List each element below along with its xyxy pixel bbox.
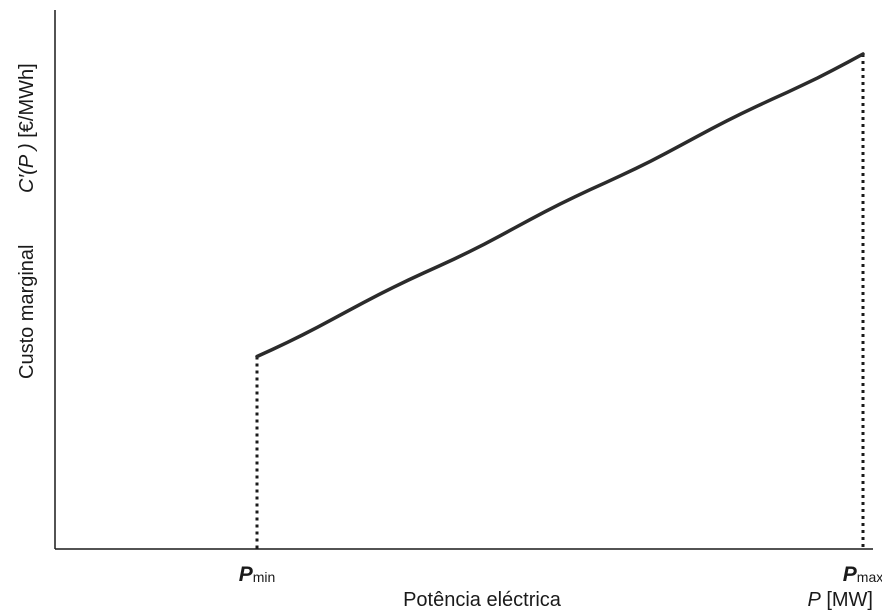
tick-label-pmin: Pmin [239,563,276,586]
y-axis-unit-label: [€/MWh] [16,63,38,143]
x-axis-title: Potência eléctrica [403,589,562,610]
tick-pmax-sub: max [857,569,882,585]
tick-pmin-sub: min [253,569,276,585]
x-axis-unit-label: [MW] [821,589,873,610]
x-axis-unit: P [MW] [807,589,873,610]
x-axis-unit-symbol: P [807,589,821,610]
tick-label-pmax: Pmax [843,563,882,586]
marginal-cost-line [255,52,865,359]
tick-pmin-main: P [239,563,254,586]
tick-pmax-main: P [843,563,858,586]
y-axis-unit-symbol: C′(P ) [16,143,38,193]
y-axis-title: Custo marginal [16,244,38,379]
y-axis-unit: C′(P ) [€/MWh] [16,63,38,193]
